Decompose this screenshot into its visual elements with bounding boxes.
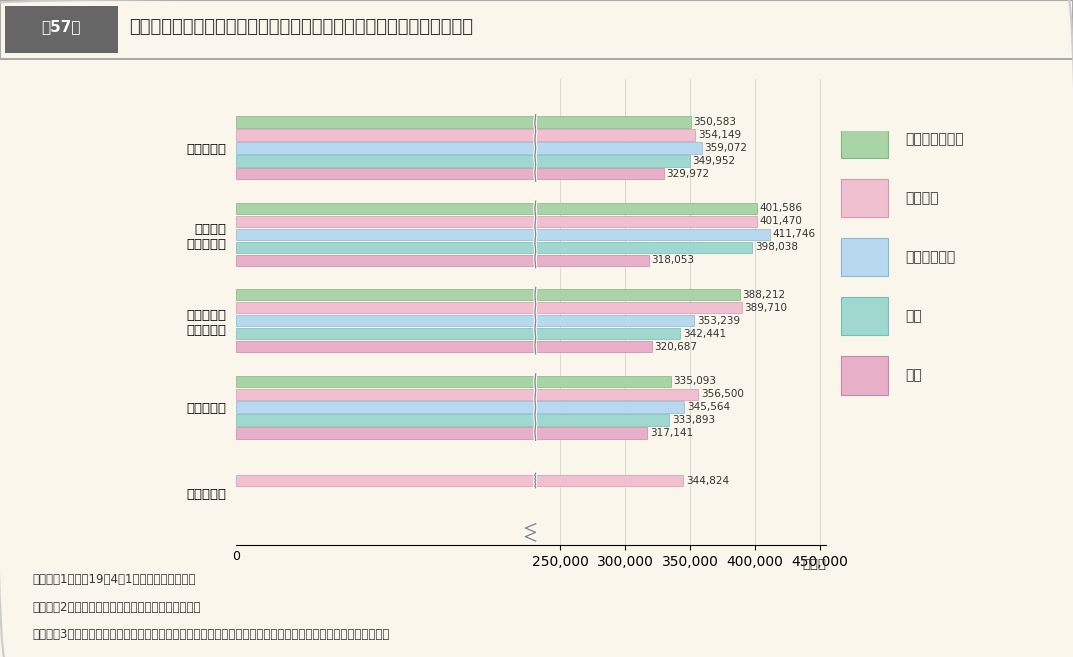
Text: 333,893: 333,893 xyxy=(672,415,715,425)
Bar xyxy=(236,116,691,127)
FancyBboxPatch shape xyxy=(841,238,888,277)
FancyBboxPatch shape xyxy=(841,120,888,158)
Text: 401,586: 401,586 xyxy=(760,204,803,214)
Text: 政令指定都市: 政令指定都市 xyxy=(906,250,956,264)
Bar xyxy=(236,401,685,413)
Text: 0: 0 xyxy=(232,550,240,562)
Bar xyxy=(236,215,756,227)
Bar xyxy=(236,129,695,141)
Bar xyxy=(236,242,752,253)
Text: 349,952: 349,952 xyxy=(692,156,736,166)
FancyBboxPatch shape xyxy=(841,179,888,217)
Bar xyxy=(236,428,647,439)
Text: には、幼稚園教育職を含む。: には、幼稚園教育職を含む。 xyxy=(32,656,158,657)
Bar xyxy=(236,315,694,327)
Bar xyxy=(236,341,652,352)
Text: 389,710: 389,710 xyxy=(744,303,788,313)
Bar xyxy=(236,328,680,339)
Text: 地方公務員１人当たり平均給料月額（普通会計、団体種類別、職種別）: 地方公務員１人当たり平均給料月額（普通会計、団体種類別、職種別） xyxy=(129,18,473,35)
Bar xyxy=(236,168,664,179)
Bar xyxy=(236,203,756,214)
Text: 344,824: 344,824 xyxy=(686,476,729,486)
Text: 411,746: 411,746 xyxy=(773,229,815,239)
Text: 320,687: 320,687 xyxy=(655,342,697,351)
Text: 都市: 都市 xyxy=(906,309,923,323)
Text: 398,038: 398,038 xyxy=(755,242,798,252)
Text: 388,212: 388,212 xyxy=(743,290,785,300)
Text: 354,149: 354,149 xyxy=(699,130,741,140)
Text: （注）　1　平成19年4月1日現在の額である。: （注） 1 平成19年4月1日現在の額である。 xyxy=(32,573,195,586)
Text: 329,972: 329,972 xyxy=(666,169,709,179)
Text: 都道府県: 都道府県 xyxy=(906,191,939,205)
FancyBboxPatch shape xyxy=(5,6,118,53)
Bar xyxy=(236,155,690,166)
Text: 356,500: 356,500 xyxy=(701,389,744,399)
Text: 401,470: 401,470 xyxy=(760,216,803,227)
Bar xyxy=(236,388,699,399)
Text: 342,441: 342,441 xyxy=(682,328,726,338)
Text: 318,053: 318,053 xyxy=(651,256,694,265)
Bar xyxy=(236,289,739,300)
Bar xyxy=(236,255,648,266)
Text: 359,072: 359,072 xyxy=(704,143,748,153)
Text: 317,141: 317,141 xyxy=(650,428,693,438)
Bar xyxy=(236,376,671,387)
Text: 350,583: 350,583 xyxy=(693,117,736,127)
FancyBboxPatch shape xyxy=(0,0,1073,59)
Bar xyxy=(236,415,670,426)
Text: 第57図: 第57図 xyxy=(42,19,80,34)
Text: 全地方公共団体: 全地方公共団体 xyxy=(906,132,965,146)
Text: 2　「都市」には、中核市、特例市を含む。: 2 「都市」には、中核市、特例市を含む。 xyxy=(32,600,201,614)
Bar xyxy=(236,302,741,313)
FancyBboxPatch shape xyxy=(841,356,888,394)
Text: 345,564: 345,564 xyxy=(687,402,730,412)
FancyBboxPatch shape xyxy=(841,297,888,336)
Text: 353,239: 353,239 xyxy=(696,316,740,326)
Bar xyxy=(236,229,770,240)
Bar xyxy=(236,475,684,486)
Text: 町村: 町村 xyxy=(906,369,923,382)
Bar xyxy=(236,143,702,154)
Text: （円）: （円） xyxy=(803,558,826,572)
Text: 3　「高等学校教育職」には、専修学校、各種学校及び特殊学校の教育職を含み、「小・中学校教育職」: 3 「高等学校教育職」には、専修学校、各種学校及び特殊学校の教育職を含み、「小・… xyxy=(32,628,389,641)
Text: 335,093: 335,093 xyxy=(673,376,717,386)
